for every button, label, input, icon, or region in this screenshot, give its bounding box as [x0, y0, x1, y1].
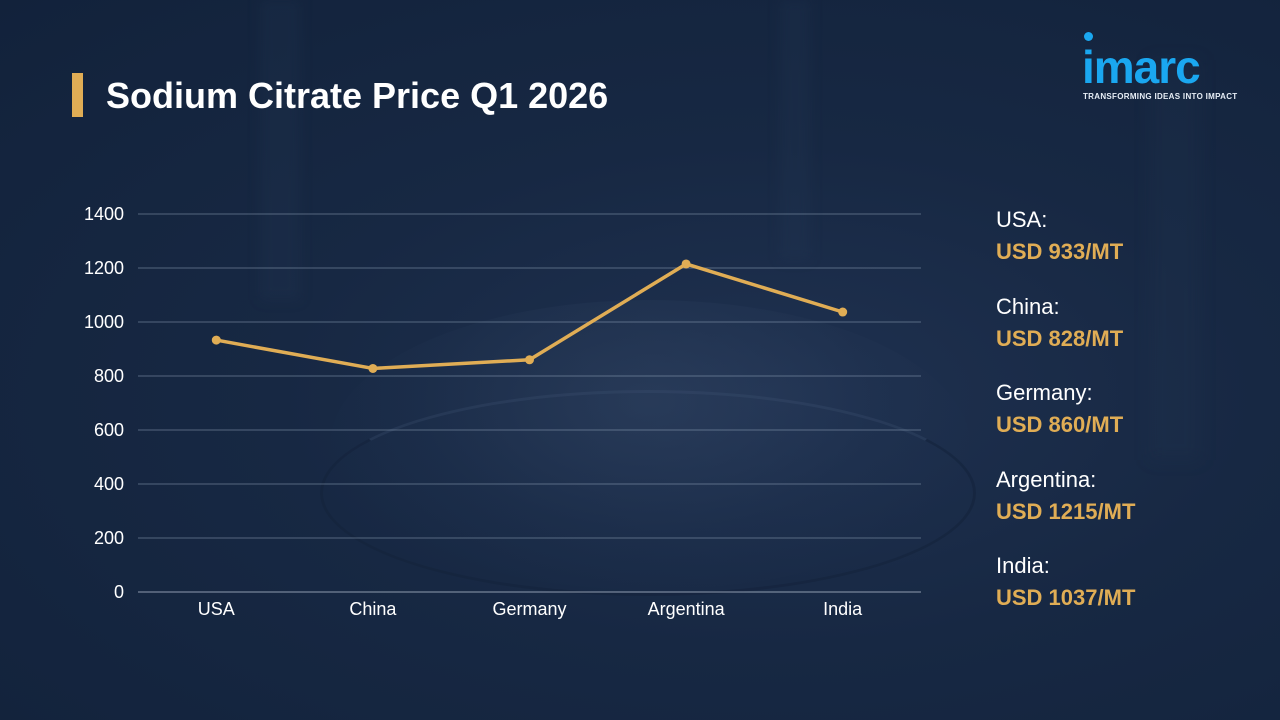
data-point-marker: [368, 363, 378, 373]
imarc-logo: imarc TRANSFORMING IDEAS INTO IMPACT: [1082, 30, 1247, 105]
y-tick-label: 800: [93, 366, 124, 386]
y-tick-label: 400: [93, 474, 124, 494]
data-point-marker: [681, 259, 691, 269]
data-point-marker: [525, 355, 534, 365]
legend-country: India:: [996, 553, 1050, 578]
legend-country: China:: [996, 293, 1060, 319]
price-legend: USA: USD 933/MT China: USD 828/MT German…: [996, 205, 1256, 638]
legend-price: USD 828/MT: [996, 325, 1124, 351]
line-chart: 0 200 400 600 800 1000 1200 1400 USA China German…: [83, 204, 921, 619]
data-point-marker: [211, 335, 221, 345]
logo-tagline: TRANSFORMING IDEAS INTO IMPACT: [1083, 92, 1238, 101]
legend-price: USD 860/MT: [996, 412, 1124, 437]
x-tick-label: China: [349, 599, 397, 619]
y-tick-label: 200: [93, 528, 124, 548]
chart-plot-area: [138, 213, 921, 593]
legend-item-germany: Germany: USD 860/MT: [996, 378, 1256, 465]
price-line: [215, 262, 844, 371]
legend-price: USD 1215/MT: [996, 498, 1136, 524]
y-tick-label: 0: [113, 582, 124, 602]
data-point-marker: [838, 307, 848, 317]
legend-price: USD 933/MT: [996, 239, 1124, 264]
x-tick-label: Argentina: [647, 599, 725, 619]
x-tick-label: USA: [197, 599, 235, 619]
y-tick-label: 1400: [83, 204, 124, 224]
legend-item-usa: USA: USD 933/MT: [996, 205, 1256, 292]
legend-price: USD 1037/MT: [996, 585, 1136, 610]
x-tick-label: India: [823, 599, 863, 619]
legend-country: Germany:: [996, 380, 1093, 405]
logo-dot-icon: [1084, 32, 1093, 41]
legend-item-india: India: USD 1037/MT: [996, 551, 1256, 638]
y-tick-label: 600: [93, 420, 124, 440]
legend-country: Argentina:: [996, 466, 1097, 492]
x-tick-label: Germany: [492, 599, 567, 619]
logo-wordmark: imarc: [1082, 41, 1201, 93]
title-accent-bar: [72, 73, 83, 117]
legend-item-argentina: Argentina: USD 1215/MT: [996, 465, 1256, 552]
y-tick-label: 1000: [83, 312, 124, 332]
legend-item-china: China: USD 828/MT: [996, 292, 1256, 379]
page-title: Sodium Citrate Price Q1 2026: [106, 75, 609, 116]
legend-country: USA:: [996, 207, 1048, 232]
y-tick-label: 1200: [83, 258, 124, 278]
